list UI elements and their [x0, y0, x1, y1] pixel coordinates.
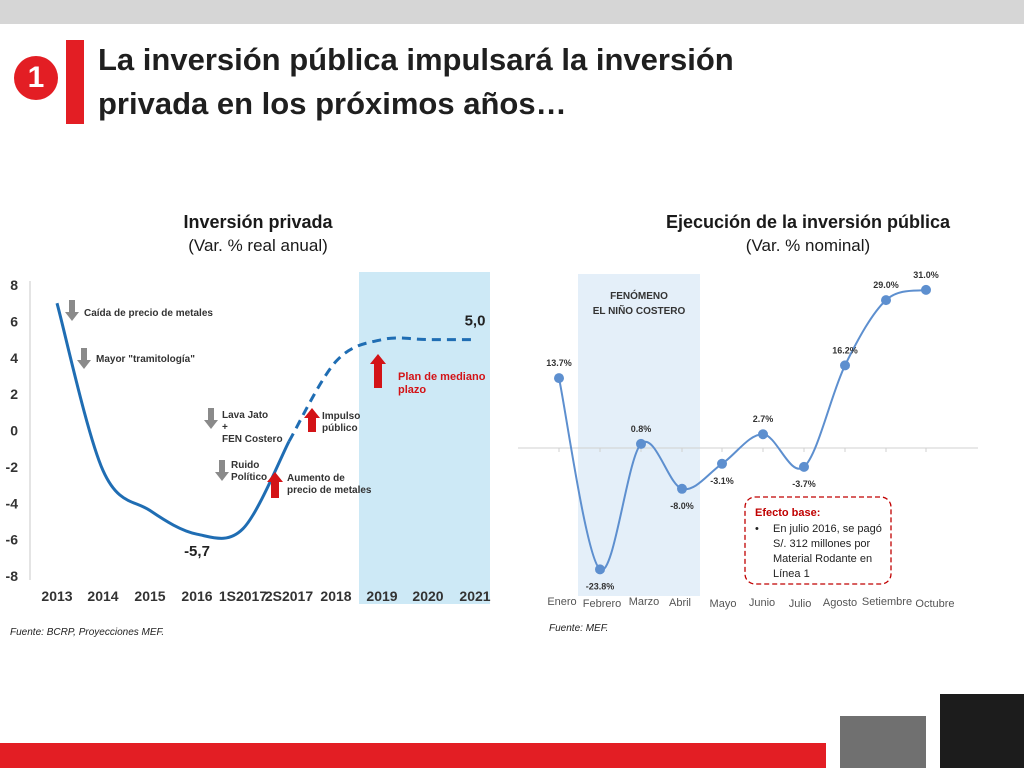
box-title: Efecto base:: [755, 507, 820, 519]
y-tick-label: 8: [10, 277, 18, 293]
annotation-label: Lava Jato + FEN Costero: [222, 410, 283, 445]
y-tick-label: 6: [10, 313, 18, 329]
data-label: -3.7%: [792, 479, 816, 489]
shade-label-line-2: EL NIÑO COSTERO: [593, 304, 686, 317]
slide-number-badge: 1: [14, 56, 58, 100]
box-text-line: Material Rodante en: [773, 553, 872, 565]
projection-shade: [359, 272, 490, 604]
y-tick-label: -6: [6, 532, 19, 548]
x-tick-label: 2S2017: [265, 588, 313, 604]
public-investment-chart: FENÓMENO EL NIÑO COSTERO 13.7% -23.8% 0.8% -8…: [518, 270, 978, 610]
data-point: [881, 295, 891, 306]
box-bullet: •: [755, 523, 759, 535]
annotation-label: Ruido Político: [231, 460, 267, 483]
data-label: -23.8%: [586, 581, 615, 591]
footer-black-block: [940, 694, 1024, 768]
data-point: [636, 438, 646, 449]
arrow-up-icon: [370, 354, 386, 388]
actual-series-line: [55, 302, 291, 540]
title-accent-bar: [66, 40, 84, 124]
shade-label-line-1: FENÓMENO: [610, 289, 668, 302]
annotation-label: Mayor "tramitología": [96, 354, 195, 365]
x-tick-label: Mayo: [710, 598, 737, 610]
box-text-line: S/. 312 millones por: [773, 538, 871, 550]
x-tick-label: 2015: [134, 588, 165, 604]
data-point: [554, 373, 564, 384]
x-tick-label: 1S2017: [219, 588, 267, 604]
data-label: 0.8%: [631, 424, 652, 434]
x-tick-label: Junio: [749, 597, 775, 609]
x-tick-label: Agosto: [823, 597, 857, 609]
x-tick-label: Abril: [669, 597, 691, 609]
data-point: [677, 483, 687, 494]
arrow-down-icon: [215, 460, 229, 481]
base-effect-box: [744, 496, 892, 585]
data-label: 29.0%: [873, 280, 899, 290]
arrow-down-icon: [65, 300, 79, 321]
x-tick-label: 2016: [181, 588, 212, 604]
right-chart-subtitle: (Var. % nominal): [745, 236, 871, 255]
slide-title-line-1: La inversión pública impulsará la invers…: [98, 42, 734, 77]
x-tick-label: Octubre: [915, 598, 954, 610]
footer-gray-block: [840, 716, 926, 768]
data-point: [840, 360, 850, 371]
arrow-down-icon: [204, 408, 218, 429]
right-chart-title: Ejecución de la inversión pública: [665, 212, 951, 232]
box-text-line: Línea 1: [773, 568, 810, 580]
data-point: [595, 564, 605, 575]
top-bar: [0, 0, 1024, 24]
x-tick-label: Julio: [789, 598, 812, 610]
slide-title: La inversión pública impulsará la invers…: [98, 38, 838, 126]
nino-costero-shade: [578, 274, 700, 596]
data-point: [758, 429, 768, 440]
y-tick-label: 0: [10, 423, 18, 439]
y-tick-label: 2: [10, 386, 18, 402]
x-tick-label: Febrero: [583, 598, 622, 610]
private-investment-chart: 8 6 4 2 0 -2 -4 -6 -8 2013 2014 2015 2016 1S20172S201…: [6, 272, 491, 604]
x-tick-label: Setiembre: [862, 596, 912, 608]
arrow-up-icon: [304, 408, 320, 432]
arrow-up-icon: [267, 472, 283, 498]
arrow-down-icon: [77, 348, 91, 369]
annotation-label: Caída de precio de metales: [84, 308, 213, 319]
end-value-label: 5,0: [465, 313, 486, 330]
slide-title-line-2: privada en los próximos años…: [98, 86, 567, 121]
data-label: 31.0%: [913, 270, 939, 280]
y-tick-label: -4: [6, 495, 19, 511]
left-chart-title: Inversión privada: [183, 212, 333, 232]
x-tick-label: 2013: [41, 588, 72, 604]
left-chart-subtitle: (Var. % real anual): [188, 236, 328, 255]
data-point: [717, 458, 727, 469]
min-value-label: -5,7: [184, 543, 210, 560]
data-label: -3.1%: [710, 476, 734, 486]
y-tick-label: -2: [6, 459, 19, 475]
annotation-label: Aumento de precio de metales: [287, 473, 372, 496]
data-label: -8.0%: [670, 501, 694, 511]
annotation-label: Plan de mediano plazo: [398, 371, 486, 396]
data-point: [799, 461, 809, 472]
right-chart-source: Fuente: MEF.: [549, 623, 609, 634]
projected-series-line: [287, 336, 475, 443]
y-tick-label: -8: [6, 568, 19, 584]
x-tick-label: 2014: [87, 588, 118, 604]
x-tick-label: Enero: [547, 596, 576, 608]
data-label: 2.7%: [753, 414, 774, 424]
x-tick-label: Marzo: [629, 596, 660, 608]
data-label: 13.7%: [546, 358, 572, 368]
x-tick-label: 2021: [459, 588, 490, 604]
x-tick-label: 2018: [320, 588, 351, 604]
footer-red-bar: [0, 743, 826, 768]
left-chart-source: Fuente: BCRP, Proyecciones MEF.: [10, 627, 165, 638]
box-text-line: En julio 2016, se pagó: [773, 523, 882, 535]
x-tick-label: 2019: [366, 588, 397, 604]
y-tick-label: 4: [10, 350, 18, 366]
right-chart-header: Ejecución de la inversión pública (Var. …: [568, 210, 1024, 258]
data-label: 16.2%: [832, 345, 858, 355]
x-tick-label: 2020: [412, 588, 443, 604]
left-chart-header: Inversión privada (Var. % real anual): [58, 210, 458, 258]
annotation-label: Impulso público: [322, 411, 360, 434]
data-point: [921, 284, 931, 295]
